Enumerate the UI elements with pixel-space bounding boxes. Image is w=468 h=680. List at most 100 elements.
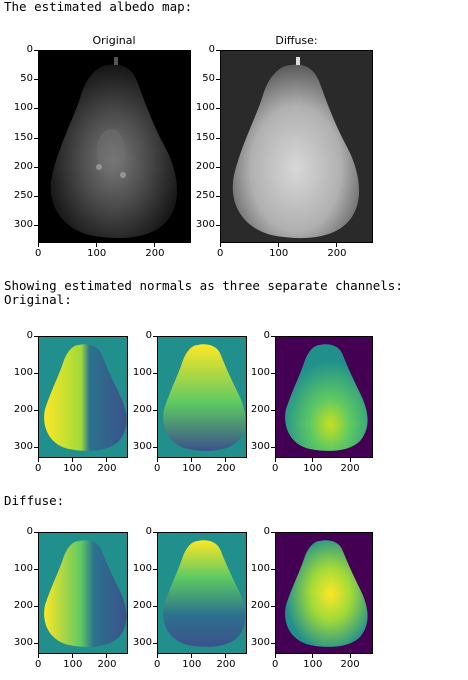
albedo-original-image	[38, 50, 191, 243]
albedo-original-ytick-mark	[34, 166, 38, 168]
normals-diffuse-x	[38, 532, 128, 654]
normals-heading: Showing estimated normals as three separ…	[4, 278, 403, 293]
albedo-diffuse-ytick-label: 100	[195, 102, 215, 114]
albedo-diffuse-ytick-mark	[216, 108, 220, 110]
normals-diffuse-1-ytick-label: 100	[132, 562, 152, 574]
albedo-diffuse-ytick-mark	[216, 196, 220, 198]
normals-original-1-ytick-label: 100	[132, 366, 152, 378]
albedo-diffuse-ytick-mark	[216, 225, 220, 227]
albedo-original-title: Original	[92, 34, 136, 47]
albedo-diffuse-ytick-label: 0	[208, 44, 215, 55]
normals-diffuse-0-xtick-mark	[72, 654, 74, 658]
normals-original-1-xtick-label: 0	[154, 463, 161, 474]
albedo-original-ytick-mark	[34, 137, 38, 139]
normals-diffuse-2-xtick-mark	[312, 654, 314, 658]
normals-original-2-ytick-label: 100	[250, 366, 270, 378]
normals-original-2-xtick-label: 100	[303, 463, 323, 474]
normals-original-2-ytick-label: 300	[250, 440, 270, 452]
normals-diffuse-0-ytick-mark	[34, 532, 38, 533]
normals-original-2-ytick-mark	[271, 372, 275, 374]
albedo-diffuse-ytick-mark	[216, 166, 220, 168]
normals-original-1-ytick-label: 300	[132, 440, 152, 452]
albedo-heading: The estimated albedo map:	[4, 0, 193, 14]
albedo-original-xtick-mark	[154, 243, 156, 247]
albedo-original-plot: Original	[0, 30, 200, 260]
normals-original-0-xtick-label: 200	[97, 463, 117, 474]
normals-original-2-xtick-mark	[312, 458, 314, 462]
normals-diffuse-y	[157, 532, 247, 654]
normals-original-0-ytick-label: 100	[13, 366, 33, 378]
albedo-original-xtick-label: 200	[145, 248, 165, 259]
normals-diffuse-1-ytick-label: 0	[145, 526, 152, 537]
albedo-diffuse-xtick-mark	[336, 243, 338, 247]
normals-diffuse-1-xtick-label: 200	[216, 659, 236, 670]
normals-original-1-ytick-mark	[153, 372, 157, 374]
normals-original-1-xtick-mark	[225, 458, 227, 462]
normals-original-0-xtick-mark	[72, 458, 74, 462]
albedo-diffuse-title: Diffuse:	[275, 34, 318, 47]
normals-diffuse-0-xtick-mark	[106, 654, 108, 658]
albedo-diffuse-xtick-mark	[278, 243, 280, 247]
normals-diffuse-1-xtick-mark	[157, 654, 158, 658]
normals-diffuse-0-xtick-label: 0	[35, 659, 42, 670]
albedo-original-ytick-mark	[34, 50, 38, 51]
albedo-diffuse-ytick-mark	[216, 79, 220, 81]
normals-original-z	[275, 336, 373, 458]
normals-original-0-ytick-label: 200	[13, 403, 33, 415]
albedo-diffuse-pear	[232, 64, 360, 239]
normals-original-2-ytick-mark	[271, 409, 275, 411]
albedo-original-ytick-mark	[34, 108, 38, 110]
normals-original-1-xtick-mark	[157, 458, 158, 462]
normals-diffuse-2-ytick-label: 200	[250, 599, 270, 611]
normals-original-2-xtick-mark	[349, 458, 351, 462]
normals-original-2-ytick-mark	[271, 446, 275, 448]
normals-diffuse-1-xtick-label: 0	[154, 659, 161, 670]
normals-diffuse-0-xtick-mark	[38, 654, 39, 658]
normals-original-0-ytick-mark	[34, 336, 38, 337]
normals-diffuse-2-ytick-mark	[271, 568, 275, 570]
normals-diffuse-2-ytick-mark	[271, 532, 275, 533]
normals-diffuse-0-ytick-mark	[34, 605, 38, 607]
normals-original-2-xtick-label: 0	[272, 463, 279, 474]
original-label: Original:	[4, 292, 72, 307]
albedo-diffuse-ytick-label: 50	[202, 73, 215, 85]
normals-original-1-ytick-mark	[153, 446, 157, 448]
albedo-original-ytick-label: 100	[13, 102, 33, 114]
normals-original-2-ytick-label: 0	[263, 330, 270, 341]
normals-original-0-xtick-label: 100	[63, 463, 83, 474]
albedo-original-xtick-mark	[96, 243, 98, 247]
albedo-diffuse-xtick-label: 100	[269, 248, 289, 259]
albedo-diffuse-xtick-label: 0	[217, 248, 224, 259]
normals-diffuse-1-ytick-mark	[153, 532, 157, 533]
normals-diffuse-z	[275, 532, 373, 654]
normals-diffuse-1-ytick-mark	[153, 642, 157, 644]
albedo-original-ytick-label: 150	[13, 131, 33, 143]
albedo-original-ytick-mark	[34, 225, 38, 227]
normals-original-1-ytick-mark	[153, 409, 157, 411]
normals-diffuse-2-ytick-label: 300	[250, 636, 270, 648]
normals-original-0-xtick-mark	[38, 458, 39, 462]
albedo-diffuse-ytick-label: 200	[195, 160, 215, 172]
normals-original-1-ytick-mark	[153, 336, 157, 337]
normals-diffuse-0-ytick-label: 0	[26, 526, 33, 537]
albedo-original-ytick-label: 300	[13, 219, 33, 231]
normals-original-1-xtick-label: 100	[182, 463, 202, 474]
normals-original-0-ytick-mark	[34, 409, 38, 411]
albedo-diffuse-plot: Diffuse:	[200, 30, 400, 260]
normals-diffuse-2-xtick-label: 100	[303, 659, 323, 670]
normals-original-0-xtick-mark	[106, 458, 108, 462]
normals-diffuse-2-ytick-label: 0	[263, 526, 270, 537]
normals-diffuse-1-xtick-mark	[191, 654, 193, 658]
albedo-original-xtick-label: 0	[35, 248, 42, 259]
albedo-original-ytick-mark	[34, 79, 38, 81]
albedo-original-ytick-label: 200	[13, 160, 33, 172]
normals-diffuse-2-ytick-mark	[271, 605, 275, 607]
albedo-original-ytick-mark	[34, 196, 38, 198]
normals-original-2-ytick-mark	[271, 336, 275, 337]
normals-original-1-xtick-mark	[191, 458, 193, 462]
normals-diffuse-0-xtick-label: 100	[63, 659, 83, 670]
normals-diffuse-1-ytick-label: 200	[132, 599, 152, 611]
normals-diffuse-2-xtick-label: 200	[340, 659, 360, 670]
normals-diffuse-0-ytick-mark	[34, 642, 38, 644]
albedo-diffuse-ytick-label: 250	[195, 190, 215, 202]
